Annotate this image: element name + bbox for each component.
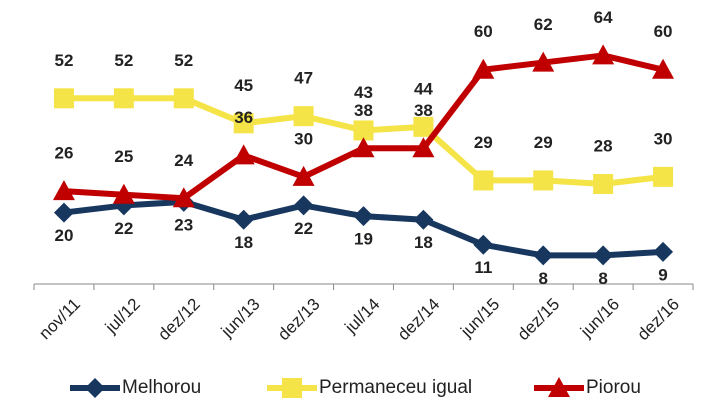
legend-label: Permaneceu igual: [319, 377, 472, 398]
data-label: 19: [354, 230, 373, 249]
data-label: 26: [54, 144, 73, 163]
marker: [353, 120, 374, 141]
marker: [653, 166, 674, 187]
data-label: 64: [594, 8, 613, 27]
marker: [413, 116, 434, 137]
marker: [282, 378, 302, 398]
data-label: 47: [294, 69, 313, 88]
data-label: 24: [174, 151, 193, 170]
series: [53, 88, 674, 194]
marker: [233, 113, 254, 134]
marker: [413, 209, 434, 230]
x-tick-label: dez/15: [514, 295, 564, 345]
data-label: 38: [414, 101, 433, 120]
marker: [85, 378, 105, 398]
marker: [292, 165, 315, 186]
x-tick-label: dez/14: [394, 295, 444, 345]
marker: [533, 245, 554, 266]
marker: [112, 183, 135, 204]
data-label: 60: [654, 22, 673, 41]
data-label: 52: [174, 51, 193, 70]
data-label: 29: [534, 133, 553, 152]
marker: [52, 180, 75, 201]
marker: [473, 170, 494, 191]
data-label: 28: [594, 136, 613, 155]
marker: [53, 88, 74, 109]
data-label: 43: [354, 83, 373, 102]
marker: [592, 44, 615, 65]
data-label: 18: [414, 233, 433, 252]
marker: [53, 202, 74, 223]
data-label: 30: [294, 129, 313, 148]
legend-label: Melhorou: [122, 377, 201, 398]
marker: [293, 195, 314, 216]
marker: [472, 58, 495, 79]
data-label: 30: [654, 129, 673, 148]
data-label: 18: [234, 233, 253, 252]
data-label: 25: [114, 147, 133, 166]
data-label: 52: [114, 51, 133, 70]
x-tick-label: jul/14: [341, 295, 384, 338]
x-tick-label: jun/13: [217, 295, 264, 342]
marker: [113, 88, 134, 109]
data-label: 44: [414, 79, 433, 98]
data-label: 45: [234, 76, 253, 95]
data-label: 29: [474, 133, 493, 152]
data-label: 23: [174, 215, 193, 234]
marker: [533, 170, 554, 191]
data-label: 52: [54, 51, 73, 70]
marker: [293, 106, 314, 127]
data-label: 38: [354, 101, 373, 120]
marker: [548, 377, 570, 397]
data-label: 36: [234, 108, 253, 127]
x-tick-label: jun/16: [576, 295, 623, 342]
x-tick-label: dez/12: [154, 295, 204, 345]
marker: [352, 137, 375, 158]
x-tick-label: jun/15: [456, 295, 503, 342]
marker: [232, 144, 255, 165]
data-label: 22: [294, 219, 313, 238]
marker: [473, 234, 494, 255]
x-tick-label: nov/11: [35, 295, 84, 344]
series: [52, 44, 675, 208]
marker: [593, 245, 614, 266]
marker: [233, 209, 254, 230]
data-label: 62: [534, 15, 553, 34]
data-label: 60: [474, 22, 493, 41]
data-label: 8: [538, 269, 547, 288]
x-tick-label: jul/12: [101, 295, 144, 338]
marker: [653, 241, 674, 262]
data-label: 8: [598, 269, 607, 288]
data-label: 20: [54, 226, 73, 245]
marker: [532, 51, 555, 72]
marker: [652, 58, 675, 79]
marker: [353, 206, 374, 227]
x-tick-label: dez/13: [274, 295, 324, 345]
data-label: 11: [474, 258, 492, 277]
data-label: 9: [658, 265, 667, 284]
marker: [172, 187, 195, 208]
marker: [412, 137, 435, 158]
data-label: 22: [114, 219, 133, 238]
marker: [593, 174, 614, 194]
legend-label: Piorou: [586, 377, 641, 398]
x-tick-label: dez/16: [634, 295, 684, 345]
marker: [173, 88, 194, 109]
